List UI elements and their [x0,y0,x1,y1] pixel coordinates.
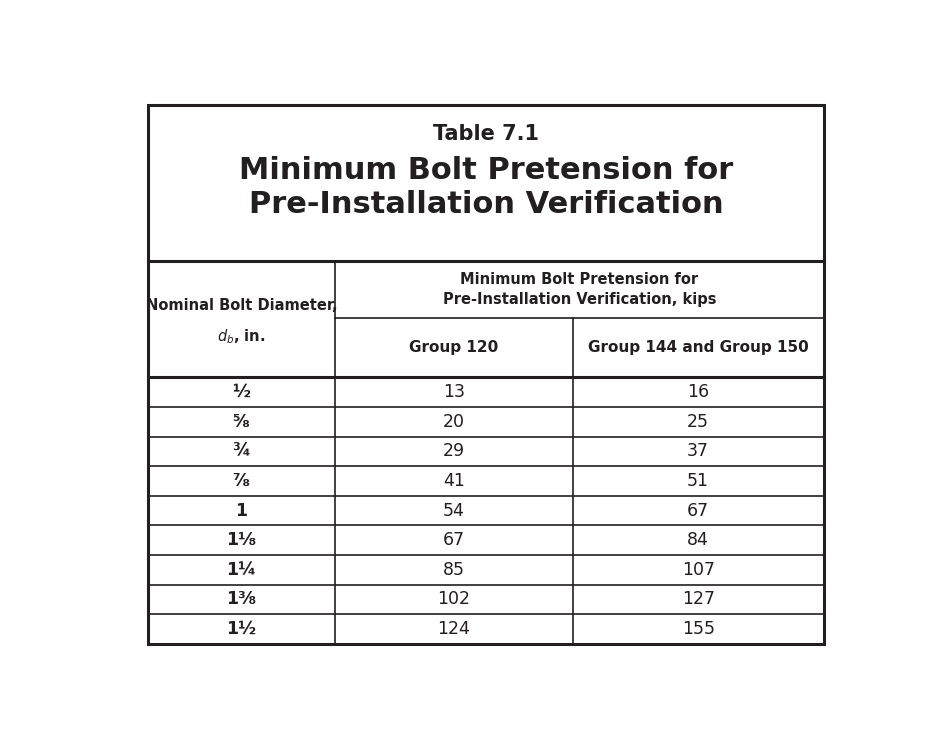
Text: 54: 54 [443,501,465,520]
Text: 13: 13 [443,383,465,401]
Text: ⁷⁄₈: ⁷⁄₈ [232,472,250,490]
Text: Nominal Bolt Diameter,: Nominal Bolt Diameter, [146,297,337,313]
Text: Group 120: Group 120 [410,340,499,355]
Text: 37: 37 [687,442,709,460]
Text: ⁵⁄₈: ⁵⁄₈ [232,413,250,431]
Text: 102: 102 [437,590,470,609]
Text: 67: 67 [687,501,709,520]
Text: 20: 20 [443,413,465,431]
Text: 1: 1 [235,501,247,520]
Text: 127: 127 [682,590,715,609]
Text: 1¼: 1¼ [227,561,257,578]
Text: Minimum Bolt Pretension for
Pre-Installation Verification, kips: Minimum Bolt Pretension for Pre-Installa… [443,272,717,307]
Text: $d_b$, in.: $d_b$, in. [217,327,265,346]
Text: 1⅜: 1⅜ [227,590,257,609]
Text: 29: 29 [443,442,465,460]
Text: 16: 16 [687,383,709,401]
Text: 1½: 1½ [227,620,257,638]
Text: 155: 155 [682,620,715,638]
Text: Minimum Bolt Pretension for
Pre-Installation Verification: Minimum Bolt Pretension for Pre-Installa… [239,155,733,219]
Text: Table 7.1: Table 7.1 [433,124,538,144]
Text: ½: ½ [232,383,250,401]
Text: 107: 107 [682,561,715,578]
Text: 124: 124 [437,620,470,638]
Text: ¾: ¾ [232,442,250,460]
Text: 84: 84 [687,531,709,549]
Text: 41: 41 [443,472,465,490]
Text: Group 144 and Group 150: Group 144 and Group 150 [588,340,809,355]
Text: 85: 85 [443,561,465,578]
Text: 25: 25 [687,413,709,431]
Text: 51: 51 [687,472,709,490]
Text: 67: 67 [443,531,465,549]
Text: 1⅛: 1⅛ [227,531,257,549]
